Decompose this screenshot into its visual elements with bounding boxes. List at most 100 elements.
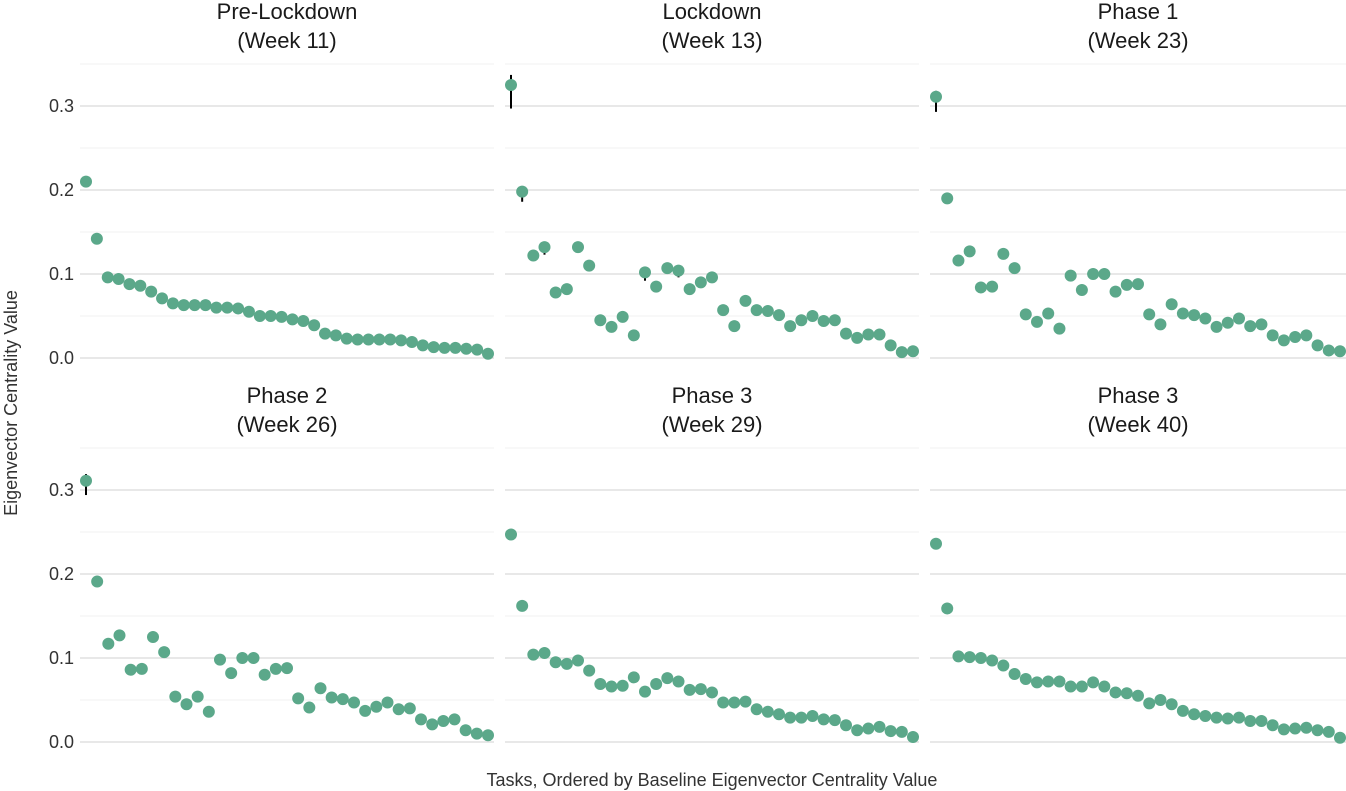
data-point [572, 654, 584, 667]
data-point [286, 313, 299, 326]
data-point [930, 90, 942, 103]
data-point [156, 292, 169, 305]
data-point [1064, 680, 1077, 693]
data-point [308, 319, 321, 332]
data-point [862, 328, 875, 341]
panel-title-line2: (Week 40) [1087, 412, 1188, 437]
data-point [1042, 307, 1055, 320]
y-tick-label: 0.1 [49, 264, 74, 284]
data-point [661, 262, 674, 275]
data-point [416, 339, 429, 352]
data-point [986, 280, 999, 293]
data-point [134, 279, 147, 292]
data-point [395, 334, 408, 347]
data-point [594, 314, 607, 327]
data-point [1031, 315, 1043, 328]
data-point [784, 320, 797, 333]
data-point [516, 185, 529, 198]
data-point [873, 328, 886, 341]
data-point [505, 528, 517, 541]
data-point [232, 302, 245, 315]
data-point [997, 659, 1010, 672]
data-point [1210, 711, 1223, 724]
panel-title-line1: Pre-Lockdown [217, 0, 358, 24]
data-point [1255, 318, 1268, 331]
x-axis-title: Tasks, Ordered by Baseline Eigenvector C… [487, 770, 938, 790]
data-point [806, 709, 819, 722]
data-point [247, 652, 260, 664]
data-marks [80, 74, 1346, 744]
data-point [907, 345, 919, 358]
y-tick-label: 0.1 [49, 648, 74, 668]
data-point [650, 280, 663, 293]
data-point [997, 247, 1010, 260]
data-point [325, 691, 338, 704]
data-point [147, 631, 159, 643]
data-point [560, 283, 573, 296]
y-tick-label: 0.3 [49, 480, 74, 500]
data-point [426, 718, 439, 731]
data-point [516, 599, 529, 612]
data-point [438, 341, 451, 354]
data-point [381, 696, 394, 709]
data-point [1019, 673, 1032, 685]
data-point [1019, 308, 1032, 321]
data-point [986, 654, 999, 667]
data-point [1143, 308, 1156, 321]
data-point [694, 683, 707, 696]
data-point [124, 663, 137, 676]
y-tick-label: 0.2 [49, 564, 74, 584]
data-point [941, 192, 954, 205]
data-point [1277, 334, 1290, 347]
data-point [1221, 316, 1234, 329]
data-point [1176, 307, 1189, 320]
data-point [952, 650, 965, 663]
data-point [840, 327, 852, 340]
data-point [1109, 285, 1122, 298]
data-point [449, 341, 462, 354]
data-point [884, 725, 897, 738]
data-point [113, 629, 126, 642]
data-point [963, 651, 976, 664]
data-point [549, 656, 562, 669]
y-tick-label: 0.3 [49, 96, 74, 116]
panel-title-line2: (Week 23) [1087, 28, 1188, 53]
data-point [1233, 711, 1245, 724]
data-point [627, 671, 640, 684]
data-point [292, 692, 305, 705]
data-point [527, 249, 540, 262]
data-point [1244, 320, 1257, 333]
data-point [169, 690, 182, 703]
data-point [1199, 312, 1212, 325]
data-point [437, 715, 450, 727]
data-point [672, 264, 685, 277]
panel-title-line2: (Week 26) [236, 412, 337, 437]
data-point [101, 271, 114, 284]
data-point [210, 301, 223, 314]
data-point [470, 727, 483, 740]
data-point [1098, 268, 1111, 280]
data-point [177, 299, 190, 312]
data-point [1008, 667, 1021, 680]
data-point [639, 685, 651, 698]
data-point [1075, 680, 1088, 693]
data-point [482, 347, 494, 360]
data-point [683, 683, 696, 696]
data-point [314, 682, 327, 695]
data-point [1008, 262, 1021, 275]
data-point [538, 646, 551, 659]
data-point [974, 652, 987, 664]
data-point [895, 346, 908, 359]
data-point [373, 333, 386, 346]
data-point [941, 602, 954, 615]
data-point [370, 700, 383, 713]
y-axis-title: Eigenvector Centrality Value [1, 290, 21, 516]
data-point [135, 662, 148, 675]
data-point [952, 254, 965, 267]
data-point [384, 333, 397, 346]
data-point [258, 668, 271, 681]
data-point [1334, 731, 1346, 744]
data-point [1334, 345, 1346, 358]
data-point [319, 327, 332, 340]
data-point [974, 281, 987, 294]
